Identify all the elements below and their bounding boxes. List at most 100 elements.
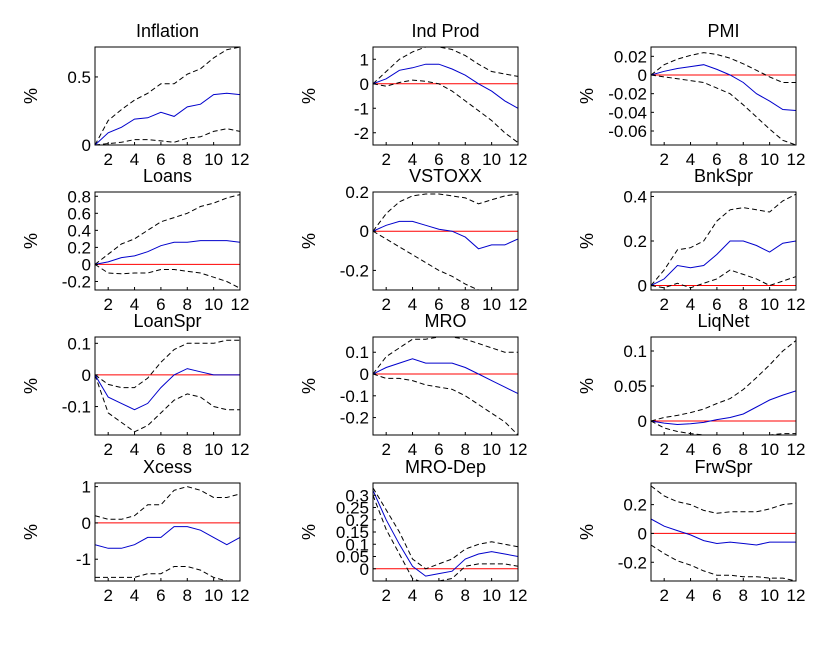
pmi-ytick-label: -0.04 xyxy=(608,103,647,122)
mro-dep-xtick-label: 2 xyxy=(381,586,390,605)
liqnet-ytick-label: 0.1 xyxy=(623,342,647,361)
subplot-vstoxx: 2 4 6 8 10 12 0.2 0 -0.2 VSTOXX% xyxy=(299,166,527,314)
mro-ytick-label: -0.2 xyxy=(340,409,369,428)
pmi-lower-line xyxy=(651,74,796,145)
xcess-upper-line xyxy=(95,486,240,520)
mro-dep-title: MRO-Dep xyxy=(405,457,486,477)
inflation-lower-line xyxy=(95,128,240,145)
bnkspr-ytick-label: 0 xyxy=(638,277,647,296)
xcess-lower-line xyxy=(95,566,240,581)
frwspr-upper-line xyxy=(651,485,796,514)
mro-irf-line xyxy=(373,358,518,395)
loans-lower-line xyxy=(95,263,240,289)
liqnet-xtick-label: 8 xyxy=(739,440,748,459)
loans-ytick-label: -0.2 xyxy=(62,272,91,291)
mro-dep-ytick-label: 0.05 xyxy=(336,548,369,567)
xcess-xtick-label: 2 xyxy=(103,586,112,605)
mro-dep-xtick-label: 12 xyxy=(509,586,528,605)
xcess-ytick-label: 1 xyxy=(82,478,91,497)
loans-irf-line xyxy=(95,240,240,265)
pmi-xtick-label: 6 xyxy=(712,150,721,169)
frwspr-lower-line xyxy=(651,544,796,581)
subplot-inflation: 2 4 6 8 10 12 0 0.5 Inflation% xyxy=(21,21,249,169)
pmi-xtick-label: 4 xyxy=(686,150,695,169)
bnkspr-lower-line xyxy=(651,269,796,289)
loanspr-xtick-label: 6 xyxy=(156,440,165,459)
xcess-ylabel: % xyxy=(21,524,41,540)
liqnet-xtick-label: 6 xyxy=(712,440,721,459)
liqnet-irf-line xyxy=(651,390,796,426)
xcess-xtick-label: 4 xyxy=(130,586,139,605)
loanspr-title: LoanSpr xyxy=(133,311,201,331)
loans-xtick-label: 6 xyxy=(156,295,165,314)
vstoxx-ylabel: % xyxy=(299,233,319,249)
mro-xtick-label: 6 xyxy=(434,440,443,459)
mro-ylabel: % xyxy=(299,378,319,394)
bnkspr-xtick-label: 10 xyxy=(760,295,779,314)
bnkspr-ylabel: % xyxy=(577,233,597,249)
vstoxx-xtick-label: 12 xyxy=(509,295,528,314)
loans-ytick-label: 0 xyxy=(82,255,91,274)
pmi-ytick-label: 0 xyxy=(638,66,647,85)
loans-ytick-label: 0.6 xyxy=(67,204,91,223)
loans-xtick-label: 12 xyxy=(231,295,250,314)
ind-prod-axes-box xyxy=(372,46,519,146)
loanspr-ylabel: % xyxy=(21,378,41,394)
subplot-loans: 2 4 6 8 10 12 0.80.60.40.20-0.2 Loans% xyxy=(21,166,249,314)
frwspr-ytick-label: -0.2 xyxy=(618,553,647,572)
subplot-mro-dep: 2 4 6 8 10 12 0.30.250.20.150.10.050 MRO-Dep% xyxy=(299,457,527,605)
mro-dep-axes-box xyxy=(372,482,519,582)
bnkspr-irf-line xyxy=(651,240,796,286)
mro-xtick-label: 8 xyxy=(461,440,470,459)
ind-prod-ytick-label: 1 xyxy=(360,50,369,69)
loanspr-xtick-label: 4 xyxy=(130,440,139,459)
inflation-xtick-label: 12 xyxy=(231,150,250,169)
mro-dep-ytick-label: 0.15 xyxy=(336,523,369,542)
pmi-xtick-label: 8 xyxy=(739,150,748,169)
liqnet-lower-line xyxy=(651,420,796,435)
xcess-xtick-label: 10 xyxy=(204,586,223,605)
loans-upper-line xyxy=(95,194,240,265)
bnkspr-xtick-label: 4 xyxy=(686,295,695,314)
mro-dep-ytick-label: 0.25 xyxy=(336,499,369,518)
ind-prod-title: Ind Prod xyxy=(411,21,479,41)
vstoxx-xtick-label: 4 xyxy=(408,295,417,314)
pmi-upper-line xyxy=(651,52,796,83)
bnkspr-ytick-label: 0.2 xyxy=(623,232,647,251)
mro-dep-ytick-label: 0.1 xyxy=(345,535,369,554)
inflation-axes-box xyxy=(94,46,241,146)
inflation-ytick-label: 0.5 xyxy=(67,68,91,87)
vstoxx-xtick-label: 10 xyxy=(482,295,501,314)
liqnet-ylabel: % xyxy=(577,378,597,394)
ind-prod-xtick-label: 12 xyxy=(509,150,528,169)
loans-xtick-label: 2 xyxy=(103,295,112,314)
mro-xtick-label: 2 xyxy=(381,440,390,459)
mro-lower-line xyxy=(373,373,518,435)
loanspr-ytick-label: 0.1 xyxy=(67,334,91,353)
xcess-ytick-label: -1 xyxy=(76,550,91,569)
frwspr-axes-box xyxy=(650,482,797,582)
vstoxx-axes-box xyxy=(372,191,519,291)
subplot-frwspr: 2 4 6 8 10 12 0.2 0 -0.2 FrwSpr% xyxy=(577,457,805,605)
mro-dep-ytick-label: 0 xyxy=(360,560,369,579)
mro-dep-irf-line xyxy=(373,490,518,577)
vstoxx-upper-line xyxy=(373,193,518,232)
bnkspr-xtick-label: 6 xyxy=(712,295,721,314)
ind-prod-xtick-label: 6 xyxy=(434,150,443,169)
frwspr-xtick-label: 10 xyxy=(760,586,779,605)
bnkspr-xtick-label: 2 xyxy=(659,295,668,314)
mro-xtick-label: 4 xyxy=(408,440,417,459)
xcess-title: Xcess xyxy=(143,457,192,477)
bnkspr-ytick-label: 0.4 xyxy=(623,187,647,206)
bnkspr-xtick-label: 8 xyxy=(739,295,748,314)
frwspr-xtick-label: 6 xyxy=(712,586,721,605)
subplot-mro: 2 4 6 8 10 12 0.1 0 -0.1 -0.2 MRO% xyxy=(299,311,527,459)
frwspr-ytick-label: 0.2 xyxy=(623,496,647,515)
loanspr-axes-box xyxy=(94,336,241,436)
bnkspr-upper-line xyxy=(651,193,796,286)
ind-prod-ytick-label: -2 xyxy=(354,124,369,143)
frwspr-ytick-label: 0 xyxy=(638,524,647,543)
inflation-title: Inflation xyxy=(136,21,199,41)
subplot-loanspr: 2 4 6 8 10 12 0.1 0 -0.1 LoanSpr% xyxy=(21,311,249,459)
